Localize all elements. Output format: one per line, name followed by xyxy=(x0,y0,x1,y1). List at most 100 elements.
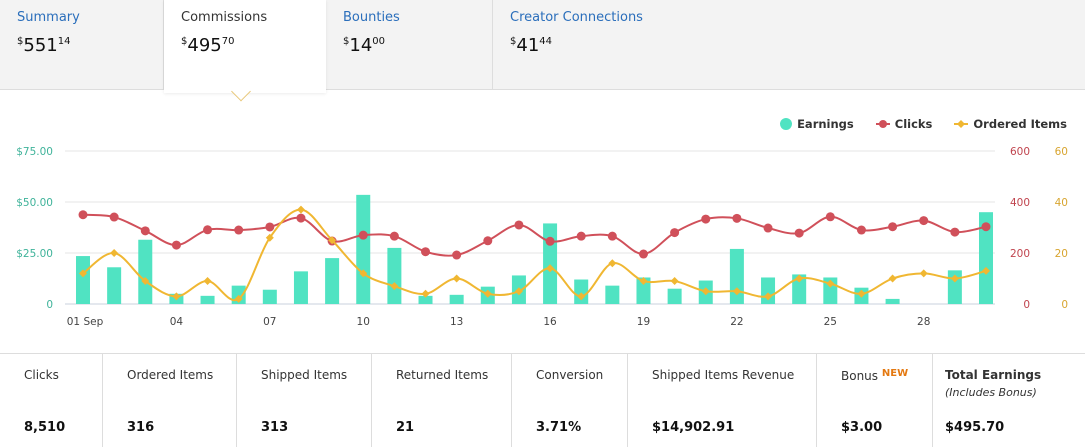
stat-clicks: Clicks 8,510 xyxy=(0,354,103,447)
y-tick-label-left: $75.00 xyxy=(16,146,53,158)
ordered-items-point xyxy=(483,289,492,298)
tab-amount: $4144 xyxy=(510,35,553,56)
earnings-bar xyxy=(636,277,651,304)
clicks-point xyxy=(732,213,742,223)
ordered-items-point xyxy=(141,277,150,286)
circle-icon xyxy=(780,118,793,130)
ordered-items-point xyxy=(79,269,87,278)
clicks-point xyxy=(856,225,866,235)
ordered-items-point xyxy=(390,282,399,291)
earnings-bar xyxy=(792,274,807,304)
tab-creator-connections[interactable]: Creator Connections $4144 xyxy=(493,0,1085,90)
ordered-items-point xyxy=(110,249,119,257)
stat-shipped-items: Shipped Items 313 xyxy=(237,354,372,447)
earnings-bar xyxy=(449,294,464,304)
clicks-point xyxy=(358,230,368,240)
ordered-items-point xyxy=(982,266,990,275)
ordered-items-point xyxy=(546,264,555,273)
y-tick-label-clicks: 600 xyxy=(1010,146,1030,158)
x-tick-label: 07 xyxy=(263,316,276,328)
ordered-items-point xyxy=(265,233,274,242)
earnings-bar xyxy=(262,289,277,304)
stat-total-earnings: Total Earnings (Includes Bonus) $495.70 xyxy=(945,368,1042,435)
ordered-items-point xyxy=(172,292,181,301)
clicks-point xyxy=(794,228,804,238)
y-tick-label-clicks: 400 xyxy=(1010,197,1030,209)
legend-earnings[interactable]: Earnings xyxy=(780,117,854,131)
earnings-bar xyxy=(574,279,589,304)
clicks-point xyxy=(514,220,524,230)
tab-label: Bounties xyxy=(343,10,400,25)
clicks-point xyxy=(389,231,399,241)
y-tick-label-left: $50.00 xyxy=(16,197,53,209)
earnings-bar xyxy=(605,285,620,304)
y-tick-label-left: 0 xyxy=(46,299,53,311)
clicks-point xyxy=(888,222,898,232)
legend-clicks[interactable]: Clicks xyxy=(875,117,932,131)
clicks-point xyxy=(763,223,773,233)
ordered-items-point xyxy=(234,294,243,303)
tab-summary[interactable]: Summary $55114 xyxy=(0,0,164,90)
y-tick-label-clicks: 200 xyxy=(1010,248,1030,260)
clicks-point xyxy=(203,225,213,235)
tab-label: Commissions xyxy=(181,10,268,25)
ordered-items-point xyxy=(764,292,773,301)
earnings-bar xyxy=(885,298,900,304)
x-tick-label: 04 xyxy=(170,316,184,328)
stat-shipped-revenue: Shipped Items Revenue $14,902.91 xyxy=(628,354,817,447)
clicks-point xyxy=(825,212,835,222)
clicks-point xyxy=(545,236,555,246)
y-tick-label-clicks: 0 xyxy=(1023,299,1030,311)
clicks-point xyxy=(483,236,493,246)
ordered-items-point xyxy=(452,274,461,283)
tab-label: Summary xyxy=(17,10,80,25)
clicks-point xyxy=(421,247,431,257)
x-tick-label: 25 xyxy=(824,316,837,328)
clicks-point xyxy=(919,216,929,226)
clicks-point xyxy=(701,214,711,224)
ordered-items-point xyxy=(359,269,368,278)
earnings-bar xyxy=(325,258,340,304)
earnings-bar xyxy=(200,295,215,304)
earnings-bar xyxy=(356,194,371,304)
y-tick-label-ordered: 60 xyxy=(1055,146,1068,158)
clicks-point xyxy=(140,226,150,236)
tab-commissions[interactable]: Commissions $49570 xyxy=(164,0,326,93)
tab-bounties[interactable]: Bounties $1400 xyxy=(326,0,493,90)
earnings-bar xyxy=(729,248,744,304)
ordered-items-point xyxy=(888,274,897,283)
tab-bar: Summary $55114 Commissions $49570 Bounti… xyxy=(0,0,1085,93)
ordered-items-point xyxy=(421,289,430,298)
ordered-items-point xyxy=(670,277,679,286)
tab-label: Creator Connections xyxy=(510,10,643,25)
ordered-items-point xyxy=(577,292,586,301)
new-badge: NEW xyxy=(881,368,909,379)
clicks-point xyxy=(452,250,462,260)
earnings-bar xyxy=(543,223,558,304)
clicks-point xyxy=(234,225,244,235)
line-marker-icon xyxy=(875,120,890,128)
ordered-items-point xyxy=(919,269,928,278)
ordered-items-point xyxy=(826,279,835,288)
tab-amount: $1400 xyxy=(343,35,386,56)
clicks-point xyxy=(576,231,586,241)
line-diamond-icon xyxy=(954,120,969,128)
tab-amount: $49570 xyxy=(181,35,235,56)
stat-ordered-items: Ordered Items 316 xyxy=(103,354,237,447)
ordered-items-point xyxy=(857,289,866,298)
chart-legend: Earnings Clicks Ordered Items xyxy=(780,117,1085,131)
x-tick-label: 16 xyxy=(543,316,557,328)
x-tick-label: 22 xyxy=(730,316,743,328)
clicks-point xyxy=(670,228,680,238)
earnings-bar xyxy=(138,239,153,304)
clicks-point xyxy=(78,210,88,220)
ordered-items-point xyxy=(950,274,959,283)
earnings-bar xyxy=(387,247,402,304)
legend-ordered-items[interactable]: Ordered Items xyxy=(954,117,1067,131)
clicks-point xyxy=(981,222,991,232)
x-tick-label: 28 xyxy=(917,316,930,328)
clicks-point xyxy=(638,249,648,259)
stat-returned-items: Returned Items 21 xyxy=(372,354,512,447)
y-tick-label-left: $25.00 xyxy=(16,248,53,260)
y-tick-label-ordered: 40 xyxy=(1055,197,1068,209)
